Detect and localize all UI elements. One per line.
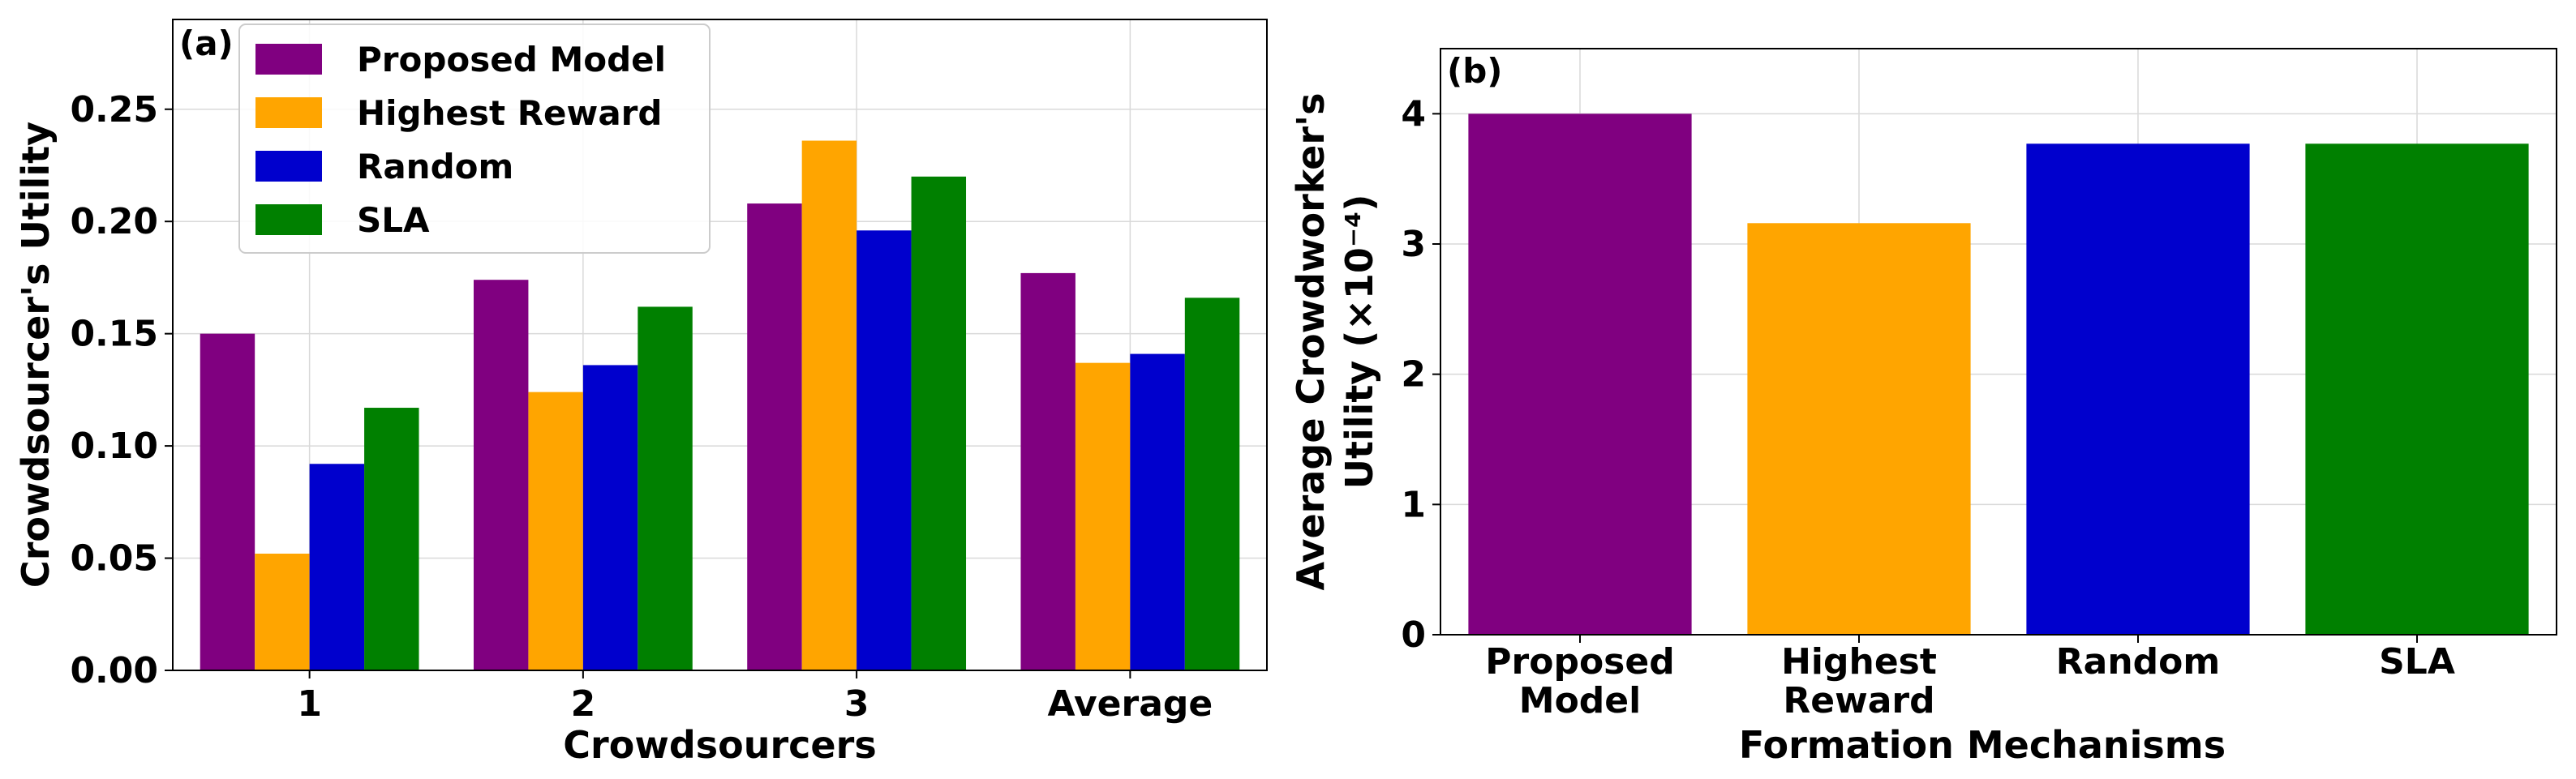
bar-proposed-model-3 [747,203,802,670]
bar-proposed-model [1468,113,1692,636]
legend-label-proposed-model: Proposed Model [357,40,666,79]
panel-a-x-tick-label: 2 [571,683,596,725]
bar-random-3 [857,230,912,671]
panel-b-y-tick-label: 2 [1401,354,1426,396]
bar-random-average [1130,353,1185,670]
legend-label-random: Random [357,147,513,186]
panel-b-y-tick-label: 0 [1401,614,1426,656]
panel-a-y-tick-label: 0.00 [70,650,158,691]
bar-proposed-model-1 [200,333,255,670]
bar-sla-average [1184,297,1240,670]
legend-swatch-sla [255,204,322,235]
legend-label-sla: SLA [357,200,430,240]
legend-swatch-random [255,151,322,182]
panel-b-x-tick-label: Proposed Model [1485,641,1674,721]
panel-b-ticks: 0 1 2 3 4 Proposed Model Highest Reward Random SLA [1401,93,2455,721]
panel-a-chart: 0.00 0.05 0.10 0.15 0.20 0.25 1 2 3 Average (a) C… [14,19,1268,767]
bar-sla [2305,143,2529,635]
legend-swatch-highest-reward [255,97,322,128]
bar-highest-reward-3 [801,140,857,670]
panel-b-x-axis-label: Formation Mechanisms [1739,723,2226,767]
panel-a-x-tick-label: 3 [844,683,869,725]
bar-sla-1 [364,408,419,670]
panel-b-x-tick-label: Random [2056,641,2220,683]
panel-b-y-tick-label: 3 [1401,224,1426,265]
panel-b-y-tick-label: 4 [1401,93,1426,135]
bar-random-1 [309,464,365,670]
bar-proposed-model-average [1020,272,1075,670]
bar-highest-reward-1 [255,554,310,670]
bar-random-2 [582,365,638,670]
bar-sla-3 [911,176,967,671]
panel-a-legend: Proposed Model Highest Reward Random SLA [238,24,711,254]
panel-b-label: (b) [1447,51,1502,91]
panel-a-plot-frame [172,19,1268,671]
panel-a-y-tick-label: 0.10 [70,426,158,467]
panel-a-x-tick-label: 1 [297,683,322,725]
bar-highest-reward [1747,223,1971,635]
panel-a-x-tick-label: Average [1048,683,1213,725]
panel-a-ticks: 0.00 0.05 0.10 0.15 0.20 0.25 1 2 3 Average [70,89,1213,725]
panel-b-y-axis-label: Average Crowdworker's Utility (×10⁻⁴) [1289,93,1381,591]
panel-b-x-tick-label: SLA [2379,641,2455,683]
panel-b-y-tick-label: 1 [1401,484,1426,525]
panel-b-chart: 0 1 2 3 4 Proposed Model Highest Reward Random SLA… [1289,48,2557,767]
panel-a-y-tick-label: 0.20 [70,201,158,242]
panel-a-y-axis-label: Crowdsourcer's Utility [14,122,58,588]
legend-label-highest-reward: Highest Reward [357,93,662,133]
legend-box [238,24,711,254]
panel-b-y-axis-label-line: Utility (×10⁻⁴) [1337,195,1381,490]
panel-a-bars [200,140,1240,671]
panel-a-label: (a) [179,24,234,63]
bar-sla-2 [638,306,693,670]
bar-random [2026,143,2250,635]
bar-highest-reward-average [1075,362,1131,670]
panel-a-y-tick-label: 0.05 [70,538,158,580]
panel-a-y-tick-label: 0.25 [70,89,158,131]
bar-highest-reward-2 [528,392,583,670]
bar-proposed-model-2 [473,280,529,670]
panel-a-y-tick-label: 0.15 [70,314,158,355]
panel-b-x-tick-label: Highest Reward [1781,641,1937,721]
panel-b-plot-frame [1440,48,2557,636]
panel-b-bars [1468,113,2529,636]
legend-swatch-proposed-model [255,44,322,75]
panel-a-x-axis-label: Crowdsourcers [563,723,876,767]
panel-b-y-axis-label-line: Average Crowdworker's [1289,93,1333,591]
